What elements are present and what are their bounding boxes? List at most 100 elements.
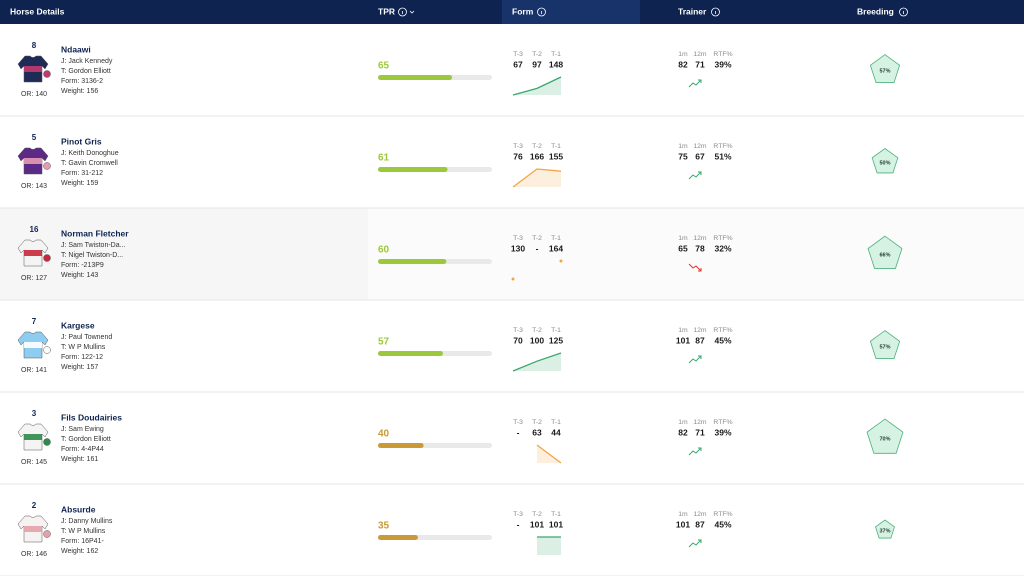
tpr-value: 35 <box>378 521 390 532</box>
form-value: 130 <box>511 243 525 253</box>
horse-form: Form: 16P41- <box>61 538 104 545</box>
official-rating: OR: 145 <box>21 459 47 466</box>
trainer-value: 45% <box>714 519 731 529</box>
trainer-label: RTF% <box>713 327 732 334</box>
header-label[interactable]: Horse Details <box>10 6 65 16</box>
form-label: T-3 <box>513 143 523 150</box>
tpr-bar <box>378 75 453 80</box>
trainer-trend <box>688 539 702 548</box>
horse-trainer: T: W P Mullins <box>61 528 106 535</box>
form-label: T-2 <box>532 419 542 426</box>
trainer-trend-head <box>698 171 702 175</box>
form-value: 164 <box>549 243 563 253</box>
saddle-number: 5 <box>32 133 37 142</box>
trainer-value: 82 <box>678 427 688 437</box>
horse-name[interactable]: Norman Fletcher <box>61 228 129 238</box>
breeding-shape <box>867 235 903 269</box>
info-icon[interactable] <box>398 7 407 17</box>
trainer-label: 1m <box>678 419 688 426</box>
tpr-bar <box>378 167 448 172</box>
header-label[interactable]: TPR <box>378 6 395 16</box>
trainer-label: RTF% <box>713 51 732 58</box>
horse-name[interactable]: Fils Doudairies <box>61 412 122 422</box>
form-line <box>512 352 562 372</box>
saddle-number: 16 <box>30 225 39 234</box>
official-rating: OR: 143 <box>21 183 47 190</box>
silk-cap <box>43 162 51 170</box>
form-label: T-1 <box>551 235 561 242</box>
trainer-label: 1m <box>678 235 688 242</box>
horse-weight: Weight: 156 <box>61 88 98 95</box>
breeding-shape <box>871 148 899 174</box>
form-label: T-1 <box>551 419 561 426</box>
info-icon[interactable] <box>537 7 546 17</box>
form-label: T-3 <box>513 51 523 58</box>
horse-jockey: J: Paul Townend <box>61 334 112 341</box>
trainer-label: 1m <box>678 143 688 150</box>
silk-band <box>24 434 42 440</box>
form-label: T-1 <box>551 143 561 150</box>
trainer-value: 67 <box>695 151 705 161</box>
form-label: T-3 <box>513 511 523 518</box>
sort-chevron[interactable] <box>409 10 415 14</box>
horse-name[interactable]: Ndaawi <box>61 44 91 54</box>
breeding-label: 66% <box>879 252 890 258</box>
form-label: T-2 <box>532 51 542 58</box>
silk-cap <box>43 346 51 354</box>
trainer-trend <box>688 171 702 180</box>
info-icon[interactable] <box>711 7 720 17</box>
silk-band <box>24 526 42 532</box>
info-icon[interactable] <box>899 7 908 17</box>
silk <box>17 147 51 175</box>
silk-cap <box>43 70 51 78</box>
tpr-bar <box>378 535 418 540</box>
form-value: - <box>517 427 520 437</box>
trainer-label: RTF% <box>713 235 732 242</box>
horse-name[interactable]: Kargese <box>61 320 95 330</box>
official-rating: OR: 141 <box>21 367 47 374</box>
form-area <box>537 537 561 555</box>
horse-weight: Weight: 159 <box>61 180 98 187</box>
silk-band <box>24 158 42 164</box>
tpr-bar <box>378 443 424 448</box>
form-label: T-2 <box>532 327 542 334</box>
horse-trainer: T: Gordon Elliott <box>61 436 111 443</box>
breeding-shape <box>869 330 901 359</box>
form-label: T-2 <box>532 143 542 150</box>
header-label[interactable]: Form <box>512 6 534 16</box>
form-area <box>513 169 561 187</box>
horse-trainer: T: W P Mullins <box>61 344 106 351</box>
header-label[interactable]: Breeding <box>857 6 894 16</box>
trainer-value: 82 <box>678 59 688 69</box>
breeding-label: 70% <box>879 436 890 442</box>
silk-cap <box>43 254 51 262</box>
form-value: 67 <box>513 59 523 69</box>
form-label: T-1 <box>551 511 561 518</box>
form-value: 166 <box>530 151 544 161</box>
header-label[interactable]: Trainer <box>678 6 707 16</box>
trainer-label: 12m <box>693 143 707 150</box>
trainer-label: 12m <box>693 51 707 58</box>
horse-form: Form: 122-12 <box>61 354 103 361</box>
trainer-value: 71 <box>695 59 705 69</box>
trainer-value: 87 <box>695 519 705 529</box>
breeding-label: 57% <box>879 344 890 350</box>
form-value: 101 <box>530 519 544 529</box>
horse-name[interactable]: Pinot Gris <box>61 136 102 146</box>
trainer-label: 1m <box>678 327 688 334</box>
form-label: T-1 <box>551 327 561 334</box>
horse-name[interactable]: Absurde <box>61 504 96 514</box>
horse-jockey: J: Jack Kennedy <box>61 58 113 65</box>
trainer-label: 12m <box>693 419 707 426</box>
silk-cap <box>43 438 51 446</box>
saddle-number: 3 <box>32 409 37 418</box>
form-value: 125 <box>549 335 563 345</box>
trainer-label: 12m <box>693 511 707 518</box>
form-value: 100 <box>530 335 544 345</box>
breeding-shape <box>875 519 895 539</box>
form-label: T-2 <box>532 235 542 242</box>
silk <box>17 55 51 83</box>
form-value: 148 <box>549 59 563 69</box>
